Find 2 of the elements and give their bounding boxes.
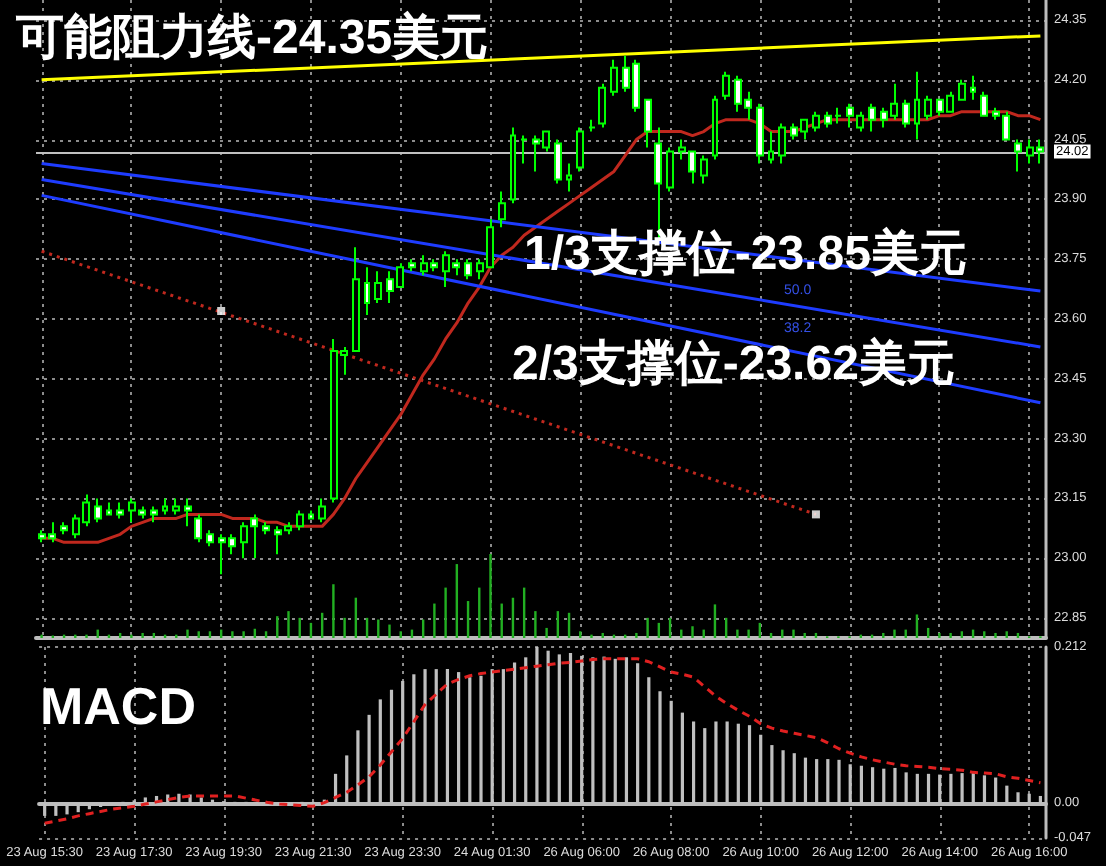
text: MACD bbox=[40, 676, 196, 736]
annotation: 可能阻力线-24.35美元 bbox=[14, 9, 489, 65]
